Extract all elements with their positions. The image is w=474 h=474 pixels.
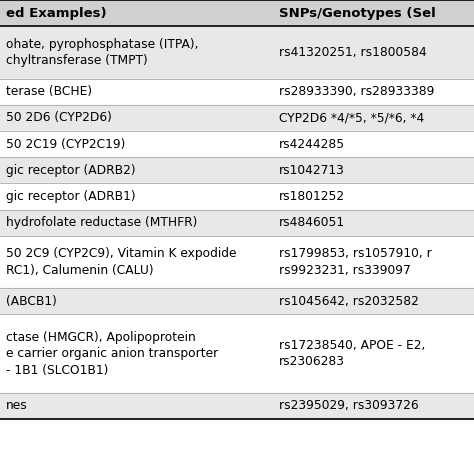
Text: ohate, pyrophosphatase (ITPA),
chyltransferase (TMPT): ohate, pyrophosphatase (ITPA), chyltrans… [6, 37, 199, 67]
Bar [273, 131, 474, 157]
Bar [273, 105, 474, 131]
Bar [0, 105, 273, 131]
Bar [273, 288, 474, 314]
Bar [273, 0, 474, 26]
Text: rs1045642, rs2032582: rs1045642, rs2032582 [279, 295, 419, 308]
Text: nes: nes [6, 400, 28, 412]
Bar [273, 157, 474, 183]
Text: 50 2C19 (CYP2C19): 50 2C19 (CYP2C19) [6, 137, 126, 151]
Text: SNPs/Genotypes (Sel: SNPs/Genotypes (Sel [279, 7, 435, 19]
Text: 50 2D6 (CYP2D6): 50 2D6 (CYP2D6) [6, 111, 112, 124]
Bar [273, 236, 474, 288]
Text: rs4846051: rs4846051 [279, 216, 345, 229]
Text: rs17238540, APOE - E2,
rs2306283: rs17238540, APOE - E2, rs2306283 [279, 339, 425, 368]
Bar [0, 288, 273, 314]
Bar [0, 393, 273, 419]
Bar [0, 236, 273, 288]
Text: gic receptor (ADRB1): gic receptor (ADRB1) [6, 190, 136, 203]
Bar [0, 210, 273, 236]
Text: ctase (HMGCR), Apolipoprotein
e carrier organic anion transporter
- 1B1 (SLCO1B1: ctase (HMGCR), Apolipoprotein e carrier … [6, 330, 218, 376]
Bar [0, 314, 273, 393]
Text: rs1799853, rs1057910, r
rs9923231, rs339097: rs1799853, rs1057910, r rs9923231, rs339… [279, 247, 431, 277]
Text: terase (BCHE): terase (BCHE) [6, 85, 92, 98]
Text: ed Examples): ed Examples) [6, 7, 107, 19]
Text: rs28933390, rs28933389: rs28933390, rs28933389 [279, 85, 434, 98]
Text: rs1801252: rs1801252 [279, 190, 345, 203]
Bar [0, 26, 273, 79]
Text: rs2395029, rs3093726: rs2395029, rs3093726 [279, 400, 418, 412]
Bar [273, 26, 474, 79]
Text: CYP2D6 *4/*5, *5/*6, *4: CYP2D6 *4/*5, *5/*6, *4 [279, 111, 424, 124]
Bar [273, 79, 474, 105]
Text: (ABCB1): (ABCB1) [6, 295, 57, 308]
Bar [273, 314, 474, 393]
Bar [0, 131, 273, 157]
Bar [273, 393, 474, 419]
Bar [0, 0, 273, 26]
Text: rs1042713: rs1042713 [279, 164, 345, 177]
Bar [0, 157, 273, 183]
Text: rs4244285: rs4244285 [279, 137, 345, 151]
Text: 50 2C9 (CYP2C9), Vitamin K expodide
RC1), Calumenin (CALU): 50 2C9 (CYP2C9), Vitamin K expodide RC1)… [6, 247, 237, 277]
Bar [273, 183, 474, 210]
Bar [0, 79, 273, 105]
Text: gic receptor (ADRB2): gic receptor (ADRB2) [6, 164, 136, 177]
Bar [273, 210, 474, 236]
Text: rs41320251, rs1800584: rs41320251, rs1800584 [279, 46, 426, 59]
Text: hydrofolate reductase (MTHFR): hydrofolate reductase (MTHFR) [6, 216, 197, 229]
Bar [0, 183, 273, 210]
